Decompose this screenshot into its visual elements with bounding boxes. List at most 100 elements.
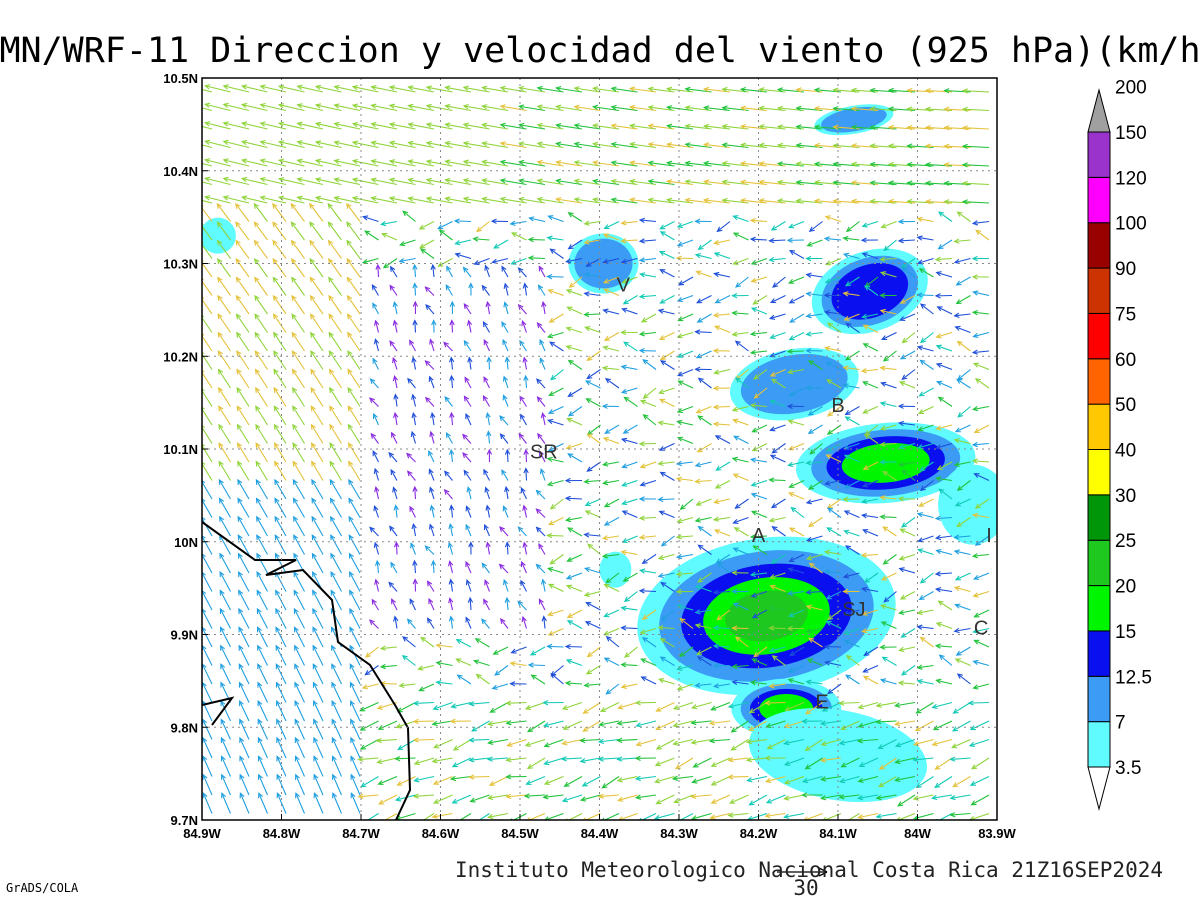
wind-arrow-head [257, 699, 263, 707]
wind-arrow [294, 627, 305, 648]
wind-arrow-head [546, 532, 553, 539]
wind-arrow [549, 341, 564, 352]
wind-arrow-head [919, 578, 926, 584]
wind-arrow-head [697, 577, 704, 583]
wind-arrow [349, 663, 361, 685]
wind-arrow-head [603, 612, 610, 618]
wind-arrow-head [676, 685, 683, 691]
wind-arrow [862, 627, 879, 633]
wind-arrow-head [832, 180, 839, 186]
wind-arrow [677, 294, 694, 302]
wind-arrow [789, 295, 805, 304]
wind-arrow-head [254, 276, 260, 283]
wind-arrow-head [954, 575, 961, 581]
wind-arrow [506, 720, 527, 724]
wind-arrow [500, 198, 527, 204]
wind-arrow [408, 142, 435, 149]
y-tick-label: 9.8N [171, 720, 198, 735]
wind-arrow-head [916, 444, 924, 450]
wind-arrow-head [483, 339, 489, 346]
wind-arrow-head [565, 289, 572, 295]
wind-arrow [621, 365, 638, 371]
wind-arrow-head [788, 250, 796, 256]
wind-arrow-head [407, 377, 413, 384]
wind-arrow-head [750, 277, 757, 283]
wind-arrow-head [850, 180, 857, 186]
wind-arrow [331, 700, 342, 722]
wind-arrow-head [564, 680, 571, 686]
wind-arrow-head [202, 553, 206, 559]
wind-arrow-head [842, 610, 850, 616]
wind-arrow [695, 254, 712, 260]
wind-arrow-head [842, 383, 849, 389]
wind-arrow-head [255, 460, 261, 467]
wind-arrow-head [805, 589, 812, 595]
wind-arrow-head [751, 658, 758, 664]
wind-arrow [863, 461, 879, 470]
wind-arrow [858, 794, 879, 799]
wind-arrow [274, 553, 287, 574]
wind-arrow [603, 309, 620, 315]
wind-arrow [393, 320, 398, 333]
wind-arrow [581, 794, 601, 801]
wind-arrow [291, 258, 305, 278]
wind-arrow-head [887, 198, 894, 205]
wind-arrow-head [918, 268, 925, 274]
wind-arrow-head [349, 663, 355, 670]
wind-arrow [519, 161, 546, 167]
wind-arrow [500, 142, 527, 149]
wind-arrow-head [695, 585, 702, 591]
wind-arrow-head [857, 794, 864, 801]
wind-arrow-head [425, 103, 432, 110]
wind-arrow-head [314, 103, 322, 109]
wind-arrow [784, 812, 805, 818]
wind-arrow [973, 660, 990, 667]
wind-arrow-head [787, 369, 794, 375]
wind-arrow [733, 232, 749, 241]
wind-arrow-head [739, 87, 747, 93]
wind-arrow-head [936, 465, 943, 471]
wind-arrow [527, 720, 546, 733]
wind-arrow [519, 142, 546, 149]
wind-arrow-head [769, 454, 776, 460]
wind-arrow-head [573, 160, 580, 166]
wind-arrow [881, 220, 897, 228]
wind-arrow-head [752, 299, 759, 305]
wind-arrow-head [603, 288, 610, 294]
wind-arrow [918, 535, 934, 542]
wind-arrow [369, 527, 379, 537]
wind-arrow [365, 665, 379, 676]
wind-arrow-head [583, 272, 590, 278]
wind-arrow [272, 258, 287, 278]
wind-arrow-head [412, 559, 418, 566]
wind-arrow-head [351, 140, 359, 146]
wind-arrow-head [620, 683, 627, 690]
wind-arrow [973, 442, 990, 446]
wind-arrow-head [296, 177, 303, 183]
wind-arrow-head [899, 298, 906, 304]
wind-arrow-head [956, 340, 963, 347]
wind-arrow-head [506, 741, 513, 747]
wind-arrow [882, 526, 897, 537]
wind-arrow-head [428, 450, 433, 457]
wind-arrow [474, 257, 490, 265]
wind-arrow-head [694, 682, 701, 688]
wind-arrow [292, 424, 305, 444]
wind-arrow [273, 387, 287, 407]
wind-arrow-head [585, 669, 592, 675]
wind-arrow-head [935, 271, 942, 277]
wind-arrow-head [931, 741, 938, 747]
wind-arrow-head [222, 84, 229, 90]
wind-arrow-head [546, 481, 554, 487]
wind-arrow [879, 757, 897, 770]
wind-arrow-head [314, 140, 322, 146]
wind-arrow [350, 737, 361, 759]
wind-arrow [862, 514, 879, 519]
wind-arrow-head [961, 125, 968, 131]
wind-arrow [568, 239, 583, 250]
wind-arrow-head [517, 526, 524, 533]
wind-arrow [975, 378, 990, 389]
wind-arrow-head [511, 232, 518, 238]
